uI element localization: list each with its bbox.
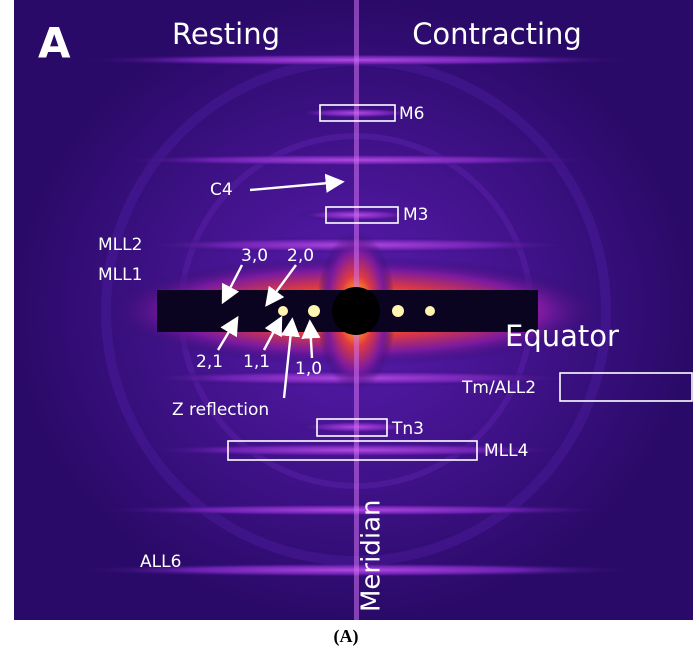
label: MLL4 [484, 441, 528, 461]
label: 1,0 [295, 359, 322, 379]
label: M3 [403, 205, 428, 225]
label: 2,0 [287, 246, 314, 266]
label: 2,1 [196, 352, 223, 372]
header: Resting [172, 17, 280, 51]
panel-label: A [38, 19, 71, 68]
header: Contracting [412, 17, 582, 51]
label: MLL1 [98, 265, 142, 285]
label: Equator [505, 319, 619, 353]
diffraction-pattern [14, 0, 693, 620]
caption: (A) [334, 626, 359, 647]
label: M6 [399, 104, 424, 124]
label: Tm/ALL2 [461, 378, 536, 398]
label: C4 [210, 180, 233, 200]
label: 1,1 [243, 352, 270, 372]
label: Meridian [357, 500, 387, 612]
label: ALL6 [140, 552, 181, 572]
label: MLL2 [98, 235, 142, 255]
label: 3,0 [241, 246, 268, 266]
figure: A Resting Contracting M6 C4 M3 MLL2 MLL1… [0, 0, 693, 655]
label: Tn3 [391, 419, 424, 439]
label: Z reflection [172, 400, 269, 420]
